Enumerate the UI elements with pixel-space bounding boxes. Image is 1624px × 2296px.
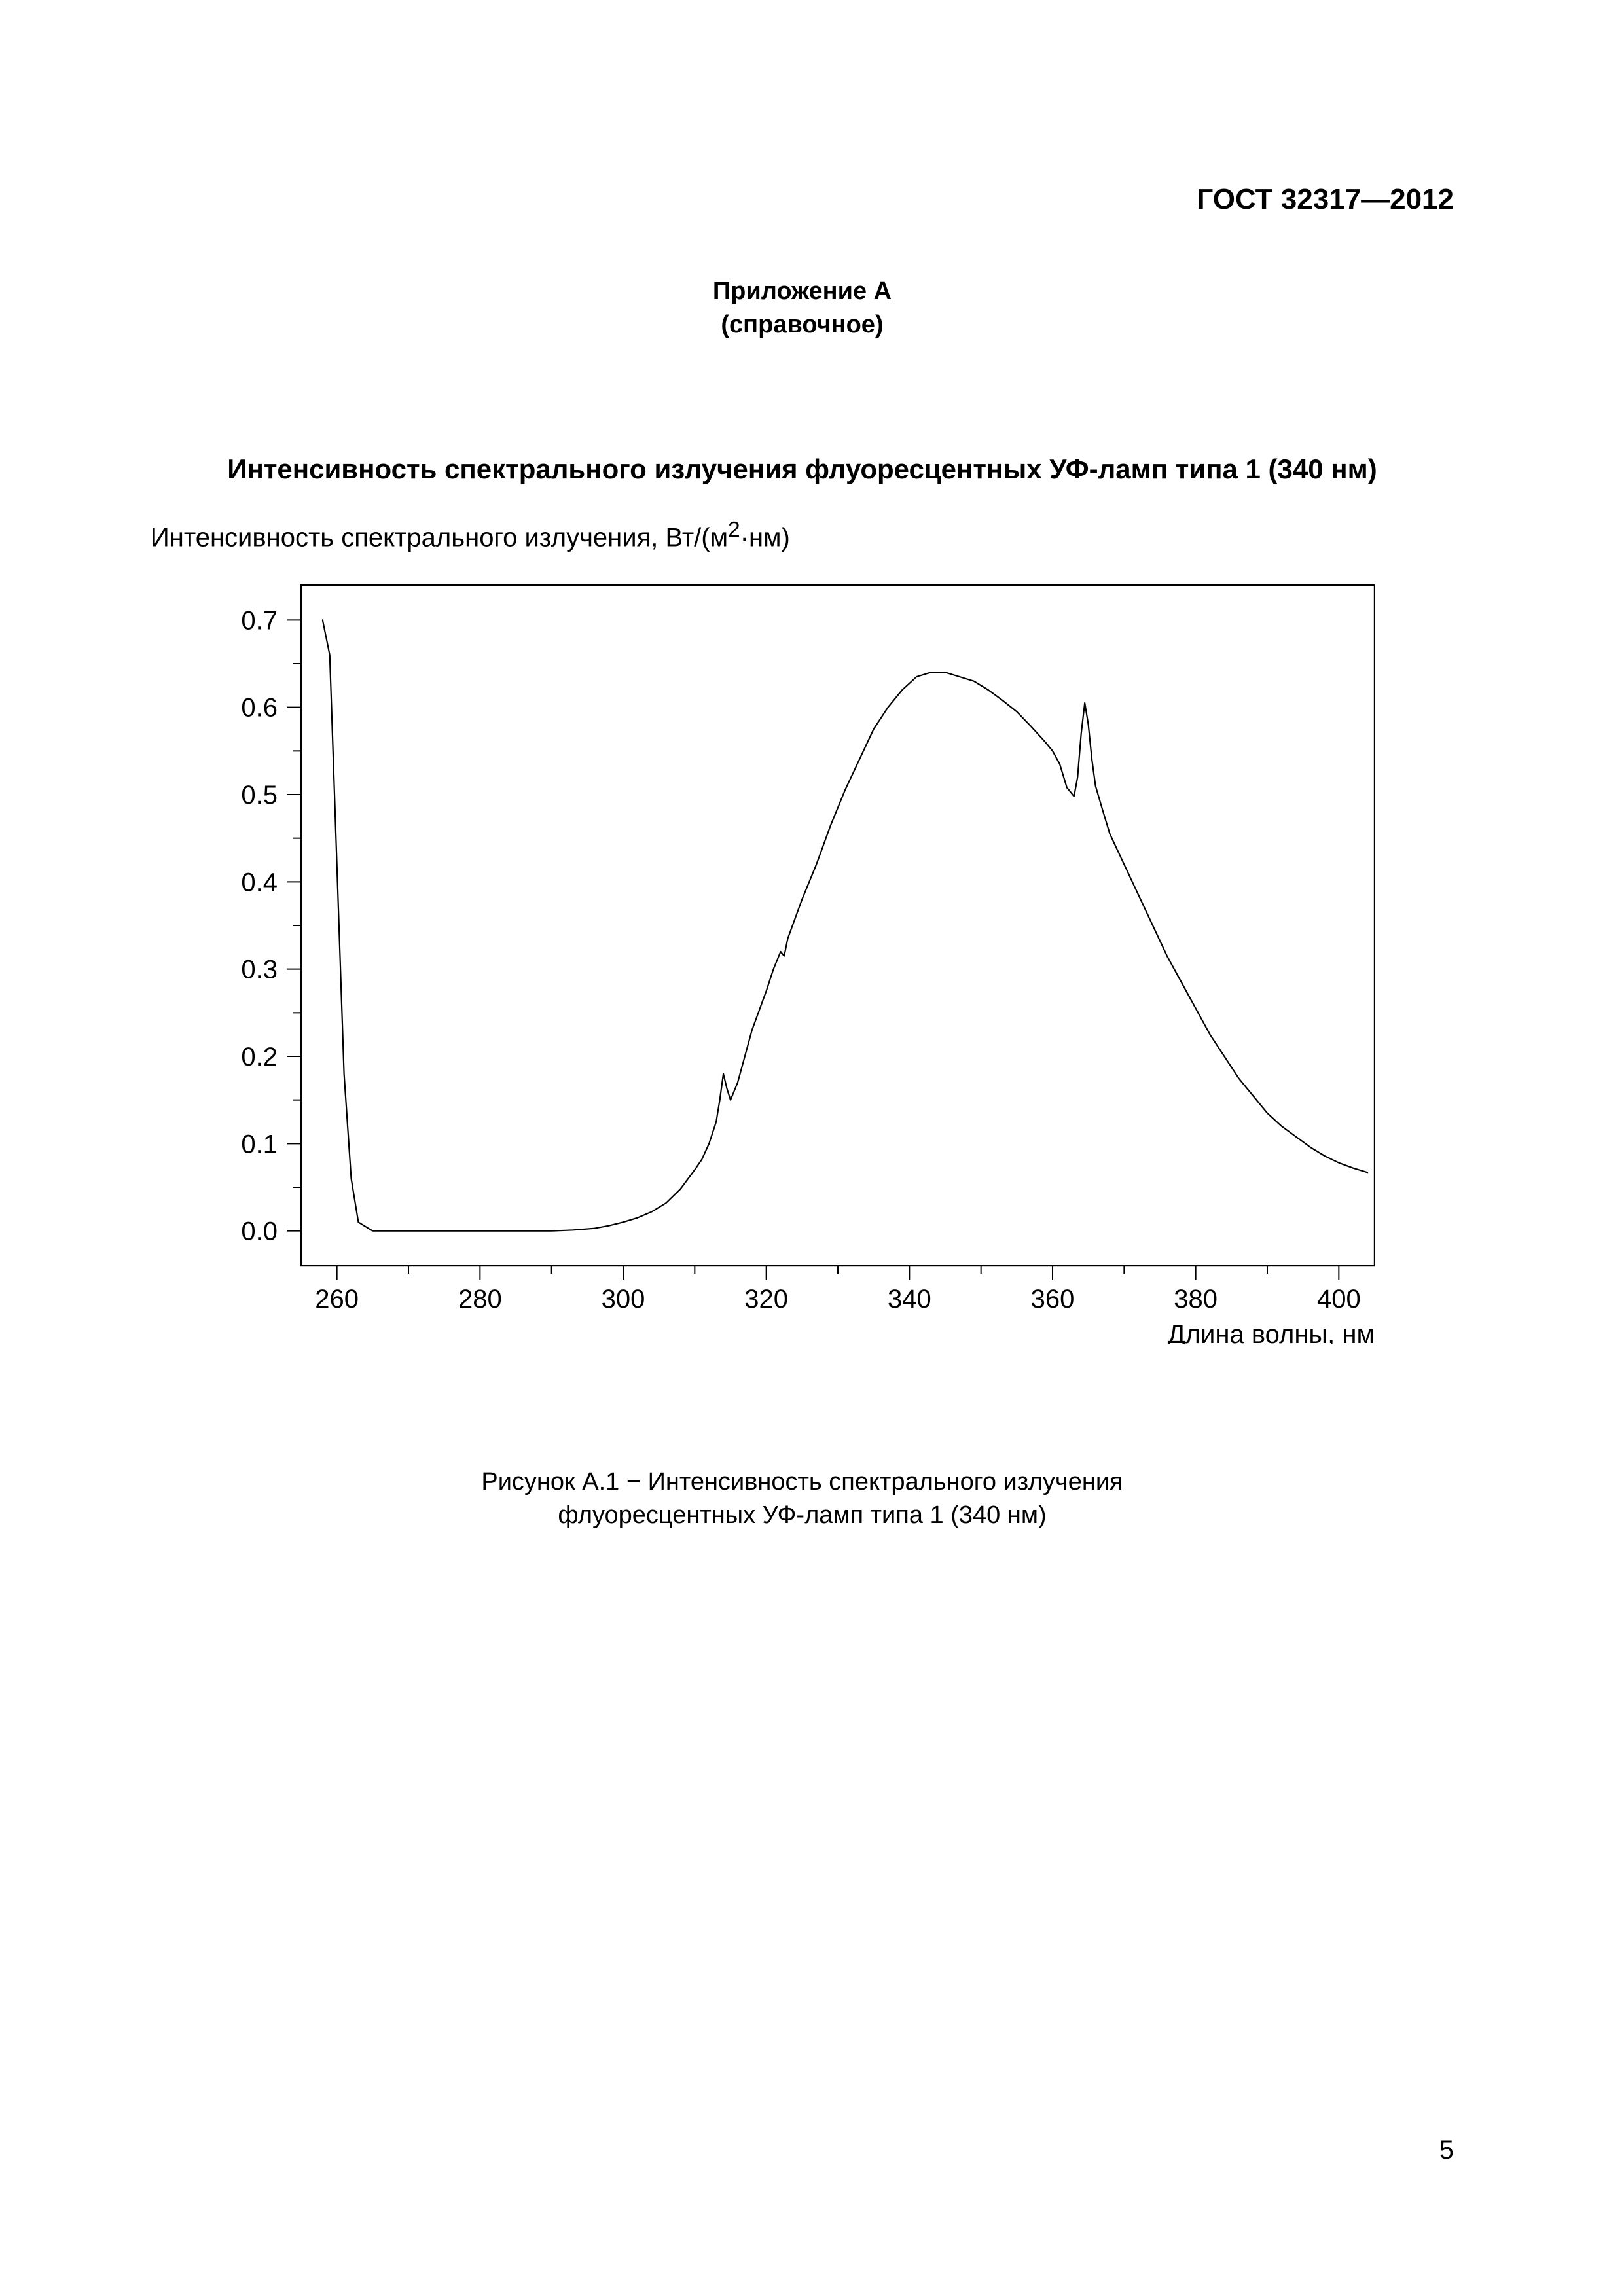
y-tick-label: 0.6	[241, 694, 278, 723]
x-axis-label: Длина волны, нм	[1168, 1320, 1375, 1344]
page-number: 5	[1439, 2136, 1454, 2165]
y-tick-label: 0.3	[241, 956, 278, 984]
page: ГОСТ 32317—2012 Приложение А (справочное…	[0, 0, 1624, 2296]
y-tick-label: 0.2	[241, 1043, 278, 1071]
y-tick-label: 0.7	[241, 606, 278, 635]
y-axis-title-exp: 2	[728, 518, 740, 542]
y-axis-title-prefix: Интенсивность спектрального излучения, В…	[151, 523, 728, 552]
x-tick-label: 340	[888, 1285, 931, 1314]
document-id: ГОСТ 32317—2012	[1197, 183, 1454, 216]
y-tick-label: 0.1	[241, 1130, 278, 1158]
appendix-label: Приложение А	[151, 275, 1454, 308]
figure-caption-line2: флуоресцентных УФ-ламп типа 1 (340 нм)	[151, 1499, 1454, 1532]
x-tick-label: 360	[1031, 1285, 1075, 1314]
x-tick-label: 320	[744, 1285, 788, 1314]
x-tick-label: 260	[315, 1285, 359, 1314]
y-axis-title: Интенсивность спектрального излучения, В…	[151, 518, 1454, 552]
appendix-note: (справочное)	[151, 308, 1454, 342]
y-tick-label: 0.5	[241, 781, 278, 810]
x-tick-label: 300	[602, 1285, 645, 1314]
section-title: Интенсивность спектрального излучения фл…	[151, 454, 1454, 485]
y-tick-label: 0.4	[241, 868, 278, 897]
appendix-block: Приложение А (справочное)	[151, 275, 1454, 342]
x-tick-label: 280	[458, 1285, 502, 1314]
spectrum-chart: 0.0 0.1 0.2 0.3 0.4 0.5 0.6 0.7 260 280 300 320 340 3…	[196, 572, 1375, 1344]
y-axis-title-suffix: ·нм)	[740, 523, 790, 552]
x-tick-label: 400	[1317, 1285, 1361, 1314]
figure-caption-line1: Рисунок А.1 − Интенсивность спектральног…	[151, 1465, 1454, 1499]
x-tick-label: 380	[1174, 1285, 1218, 1314]
y-tick-label: 0.0	[241, 1217, 278, 1246]
figure-caption: Рисунок А.1 − Интенсивность спектральног…	[151, 1465, 1454, 1533]
chart-container: 0.0 0.1 0.2 0.3 0.4 0.5 0.6 0.7 260 280 300 320 340 3…	[196, 572, 1375, 1348]
